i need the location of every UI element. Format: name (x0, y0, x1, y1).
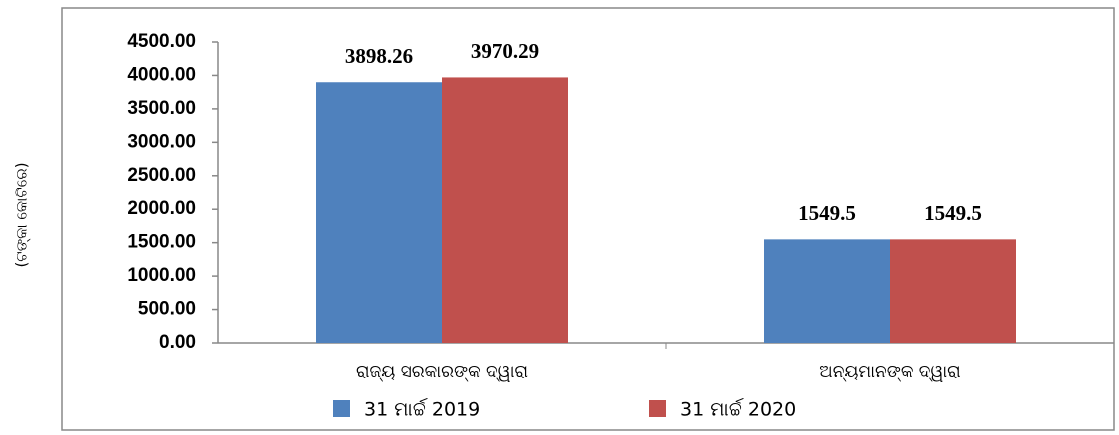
y-tick-label: 4500.00 (127, 31, 196, 52)
bar (764, 239, 890, 343)
legend-swatch (333, 400, 350, 417)
y-tick-label: 1000.00 (127, 265, 196, 286)
value-label: 3898.26 (345, 44, 413, 68)
y-axis-label: (ଟଙ୍କା କୋଟିରେ) (13, 162, 31, 267)
value-label: 1549.5 (924, 201, 982, 225)
y-tick-label: 3000.00 (127, 131, 196, 152)
x-tick-label: ଅନ୍ୟମାନଙ୍କ ଦ୍ୱାରା (819, 362, 960, 382)
chart-frame (61, 7, 1115, 431)
legend-label: 31 ମାର୍ଚ୍ଚ 2020 (680, 399, 796, 421)
x-tick-label: ରାଜ୍ୟ ସରକାରଙ୍କ ଦ୍ୱାରା (356, 362, 528, 382)
legend-label: 31 ମାର୍ଚ୍ଚ 2019 (364, 399, 480, 421)
y-tick-label: 2500.00 (127, 165, 196, 186)
y-tick-label: 0.00 (159, 332, 196, 353)
value-label: 1549.5 (798, 201, 856, 225)
bar (442, 77, 568, 344)
value-label: 3970.29 (471, 39, 539, 63)
legend-swatch (649, 400, 666, 417)
y-tick-label: 1500.00 (127, 232, 196, 253)
bar (890, 239, 1016, 343)
bar (316, 82, 442, 343)
y-tick-label: 4000.00 (127, 64, 196, 85)
y-tick-label: 2000.00 (127, 198, 196, 219)
y-tick-label: 500.00 (138, 299, 196, 320)
y-tick-label: 3500.00 (127, 98, 196, 119)
